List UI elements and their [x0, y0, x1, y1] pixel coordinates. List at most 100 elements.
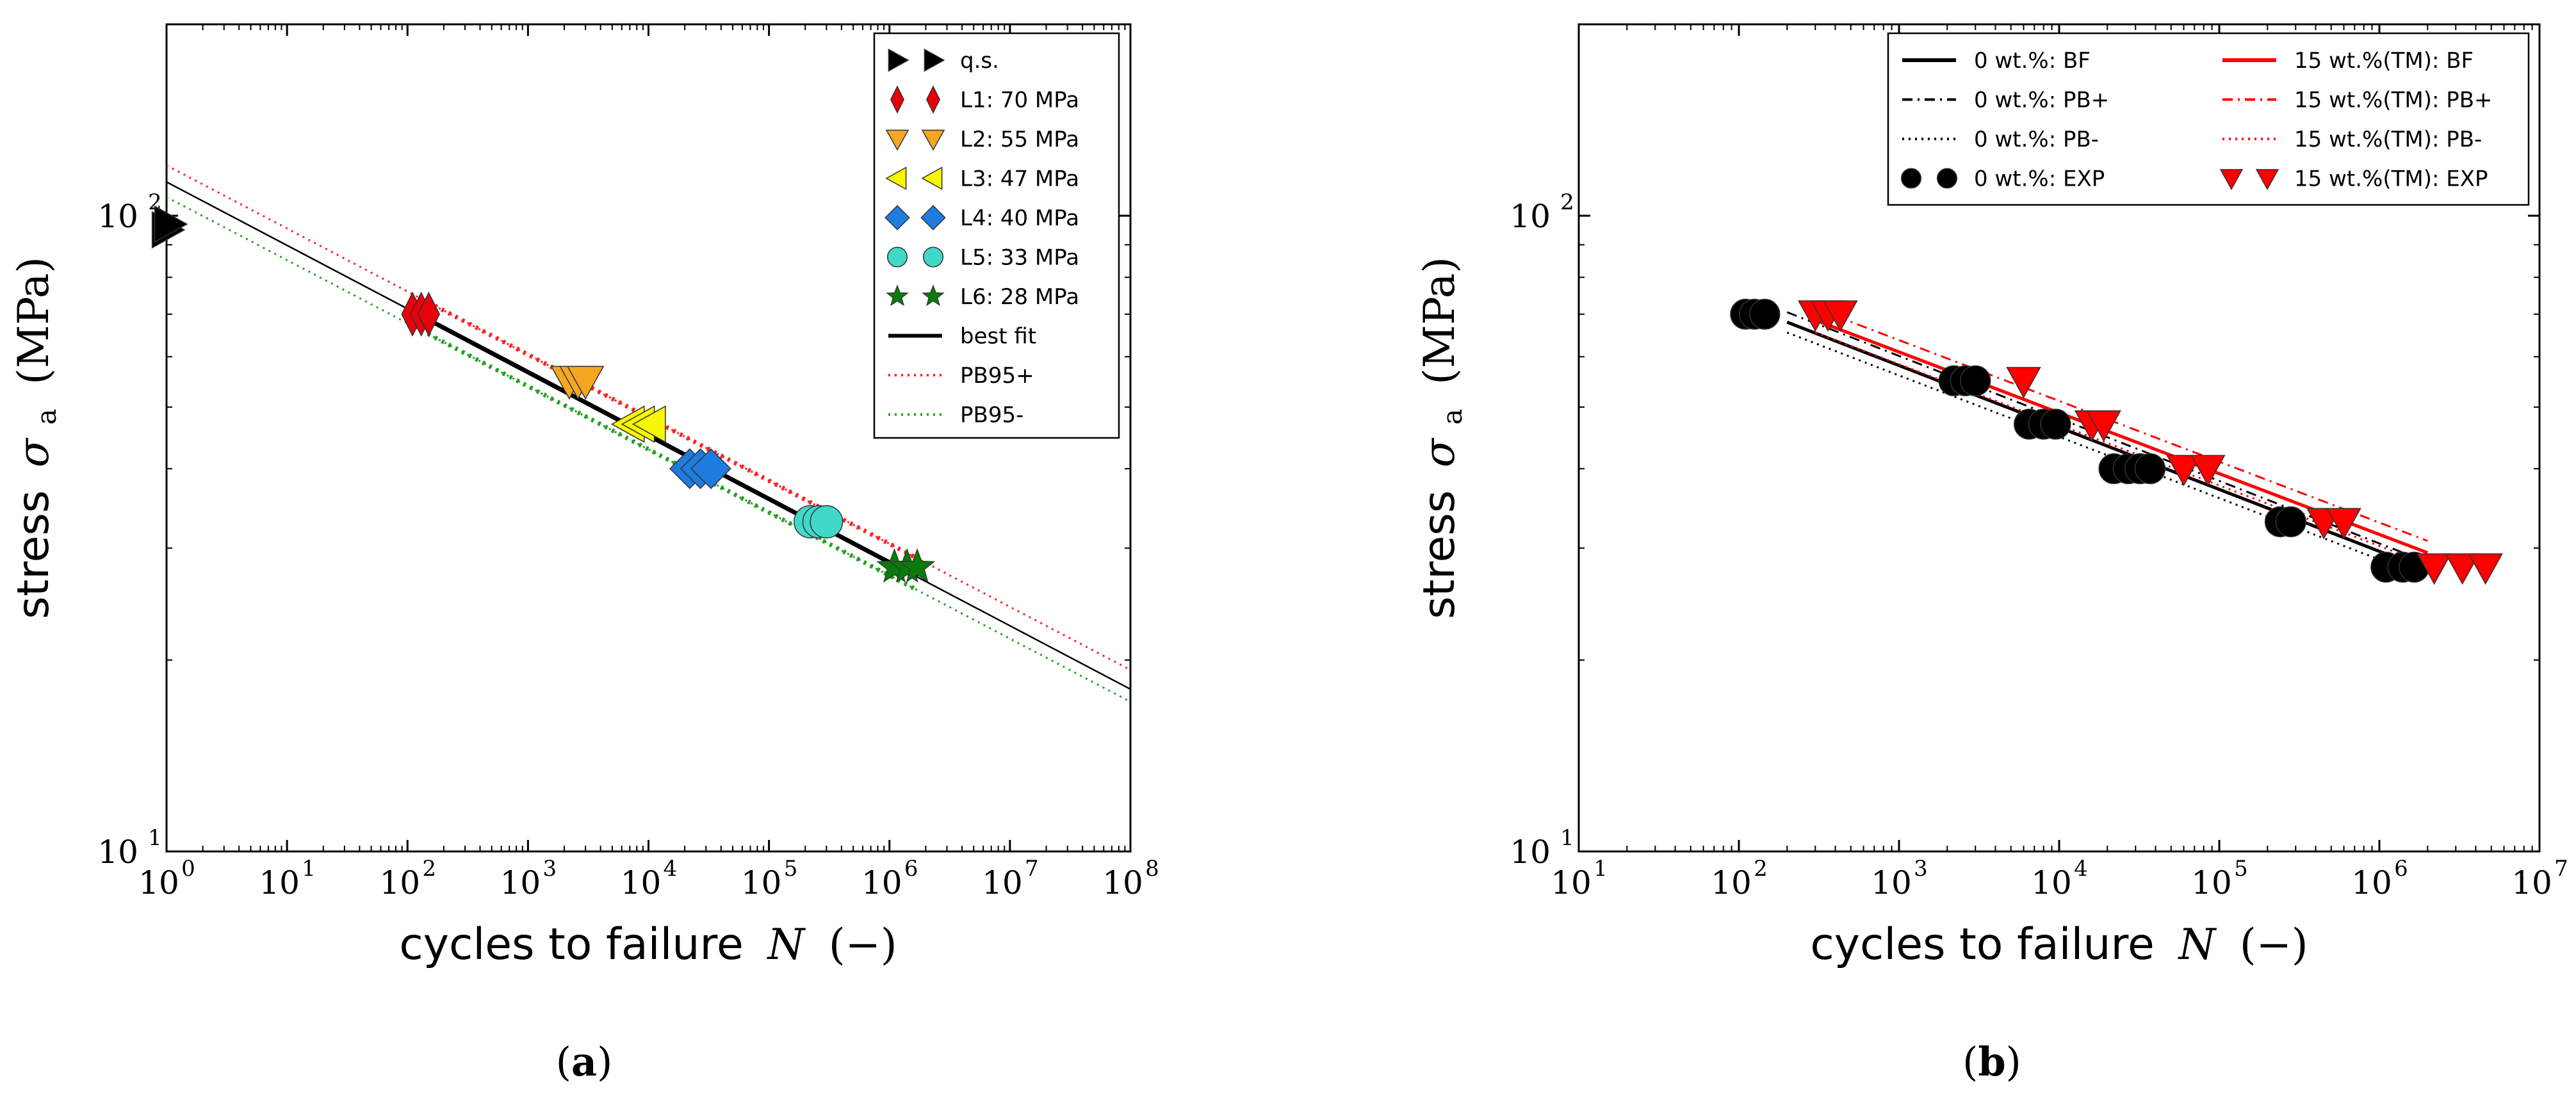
panel-a-legend-box — [873, 32, 1120, 439]
panel-a-caption-letter: a — [571, 1038, 597, 1085]
panel-a-x-axis-label-symbol: N — [766, 920, 806, 969]
panel-a-legend-label-1: L1: 70 MPa — [960, 88, 1079, 113]
panel-b-x-tick-label: 10 — [2351, 864, 2392, 901]
panel-b-series-1-point-2 — [1823, 300, 1858, 332]
panel-a-markers — [151, 205, 936, 583]
panel-a-legend-marker-6 — [886, 284, 909, 307]
panel-a-legend-marker-0-b — [924, 48, 945, 72]
panel-b-series-1-point-12 — [2468, 553, 2503, 585]
panel-a-x-axis-label-text: cycles to failure — [399, 919, 743, 970]
panel-a-legend-marker-1 — [890, 85, 905, 114]
panel-a-series-1-point-2 — [417, 291, 441, 337]
panel-a-y-axis-label-symbol: σ — [9, 437, 58, 467]
panel-a-series-6-point-2 — [899, 548, 936, 583]
panel-a-x-tick-exponent: 3 — [543, 856, 557, 882]
panel-a-x-axis-label-unit: (−) — [829, 920, 897, 969]
panel-a-x-tick-label: 10 — [1102, 864, 1143, 901]
panel-b-legend-label-2: 0 wt.%: PB- — [1974, 127, 2099, 152]
panel-b-y-axis-label: stress σ a (MPa) — [1414, 257, 1472, 619]
panel-a-x-tick-label: 10 — [379, 864, 420, 901]
panel-a-legend-label-6: L6: 28 MPa — [960, 284, 1079, 310]
panel-b-y-axis-label-subscript: a — [1437, 408, 1468, 424]
panel-b-x-tick-label: 10 — [2191, 864, 2232, 901]
panel-b-legend-label-5: 15 wt.%(TM): PB+ — [2294, 88, 2493, 113]
panel-a-series-4-point-2 — [690, 448, 731, 489]
panel-b-legend-label-6: 15 wt.%(TM): PB- — [2294, 127, 2482, 152]
panel-a-legend-label-7: best fit — [960, 324, 1036, 350]
panel-b-x-tick-label: 10 — [1871, 864, 1912, 901]
panel-b-legend-label-1: 0 wt.%: PB+ — [1974, 88, 2109, 113]
panel-b-legend-label-0: 0 wt.%: BF — [1974, 48, 2091, 74]
panel-b-legend-label-7: 15 wt.%(TM): EXP — [2294, 166, 2488, 192]
panel-a-x-tick-label: 10 — [861, 864, 902, 901]
panel-b-y-axis-label-symbol: σ — [1415, 437, 1464, 467]
panel-b-x-tick-exponent: 3 — [1914, 856, 1928, 882]
panel-a-legend-marker-5 — [886, 246, 908, 268]
panel-a-x-tick-exponent: 7 — [1025, 856, 1039, 882]
panel-a: 10 0 10 1 10 2 10 3 10 4 10 5 10 6 10 7 10 810 110 2 q.s.L1… — [8, 23, 1159, 1085]
panel-a-series-2-point-2 — [566, 366, 605, 400]
panel-a-y-tick-exponent: 1 — [148, 825, 162, 851]
panel-a-legend-label-0: q.s. — [960, 48, 999, 74]
panel-a-x-tick-label: 10 — [621, 864, 662, 901]
panel-a-y-axis-label-subscript: a — [31, 408, 62, 424]
panel-a-legend-marker-2 — [885, 129, 909, 151]
panel-b-series-1-point-9 — [2326, 508, 2361, 540]
panel-a-x-tick-label: 10 — [500, 864, 541, 901]
panel-a-x-axis-label: cycles to failure N (−) — [399, 919, 897, 970]
panel-a-legend-marker-4-b — [920, 205, 946, 230]
panel-b-legend-marker-3-b — [1936, 168, 1958, 189]
panel-b-legend: 0 wt.%: BF 0 wt.%: PB+ 0 wt.%: PB- 0 wt.%: … — [1887, 32, 2530, 206]
panel-a-legend: q.s. L1: 70 MPa L2: 55 MPa L3: 47 MPa L4: 40… — [873, 32, 1120, 439]
panel-a-legend-label-2: L2: 55 MPa — [960, 127, 1079, 152]
panel-b-series-0-point-14 — [2275, 506, 2306, 538]
panel-a-ticks: 10 0 10 1 10 2 10 3 10 4 10 5 10 6 10 7 10 810 110 2 — [97, 24, 1159, 901]
panel-b-legend-label-3: 0 wt.%: EXP — [1974, 166, 2105, 192]
panel-a-x-tick-label: 10 — [982, 864, 1023, 901]
panel-a-legend-marker-6-b — [922, 284, 945, 307]
panel-b-line-2 — [1786, 332, 2421, 576]
panel-b-series-1-point-10 — [2417, 553, 2452, 585]
panel-b-x-tick-exponent: 6 — [2394, 856, 2408, 882]
panel-a-band-segment-2 — [420, 328, 918, 592]
panel-a-legend-marker-2-b — [921, 129, 945, 151]
panel-b-x-axis-label-unit: (−) — [2240, 920, 2308, 969]
panel-b-legend-marker-3 — [1900, 168, 1922, 189]
panel-b-series-0-point-12 — [2134, 453, 2166, 485]
panel-b-legend-marker-7 — [2219, 169, 2244, 191]
panel-b-legend-label-4: 15 wt.%(TM): BF — [2294, 48, 2474, 74]
panel-a-x-tick-exponent: 8 — [1145, 856, 1159, 882]
panel-a-x-tick-exponent: 1 — [302, 856, 316, 882]
panel-a-legend-marker-4 — [884, 205, 910, 230]
panel-b-series-0-point-5 — [1960, 365, 1991, 396]
panel-b-series-1-point-11 — [2445, 553, 2480, 585]
panel-b-line-0 — [1786, 320, 2421, 569]
panel-b-x-tick-label: 10 — [2031, 864, 2072, 901]
panel-b-y-tick-label: 10 — [1510, 834, 1551, 871]
panel-a-series-0-point-1 — [154, 205, 188, 243]
panel-b-caption-letter: b — [1978, 1038, 2005, 1085]
panel-b-markers — [1730, 298, 2503, 585]
panel-b-line-4 — [1814, 307, 2428, 542]
panel-b-y-tick-label: 10 — [1510, 198, 1551, 235]
panel-a-x-tick-exponent: 0 — [181, 856, 195, 882]
panel-b-x-tick-label: 10 — [1711, 864, 1752, 901]
panel-b-x-tick-exponent: 5 — [2234, 856, 2248, 882]
panel-a-legend-marker-0 — [888, 48, 909, 72]
panel-a-legend-label-8: PB95+ — [960, 363, 1034, 389]
panel-a-legend-label-3: L3: 47 MPa — [960, 166, 1079, 192]
panel-b-series-1-point-6 — [2166, 455, 2201, 487]
panel-a-y-axis-label: stress σ a (MPa) — [8, 257, 67, 619]
panel-a-x-tick-label: 10 — [138, 864, 179, 901]
panel-b-x-tick-exponent: 4 — [2074, 856, 2088, 882]
panel-a-legend-marker-3 — [885, 166, 907, 190]
panel-b-y-tick-exponent: 1 — [1560, 825, 1574, 851]
panel-a-y-axis-label-unit: (MPa) — [9, 257, 58, 385]
panel-b-x-tick-label: 10 — [1551, 864, 1592, 901]
panel-a-y-tick-label: 10 — [97, 198, 138, 235]
panel-a-legend-marker-3-b — [921, 166, 943, 190]
panel-b: 10 1 10 2 10 3 10 4 10 5 10 6 10 710 110 2 0 wt.%: BF0 … — [1414, 23, 2568, 1085]
panel-b-x-axis-label-symbol: N — [2177, 920, 2217, 969]
panel-a-legend-label-5: L5: 33 MPa — [960, 245, 1079, 271]
